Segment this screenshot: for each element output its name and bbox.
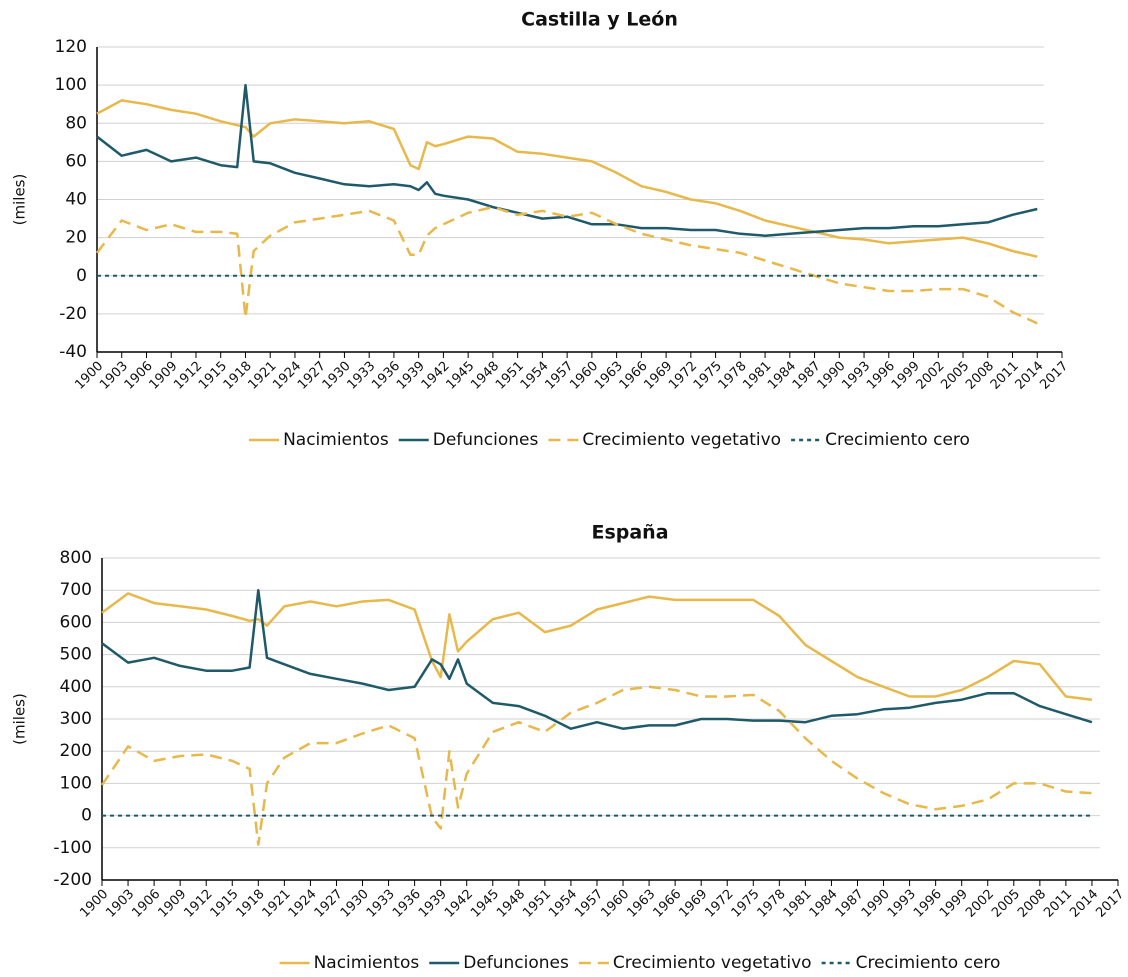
x-tick-label: 1999 [937,887,971,921]
y-axis-label: (miles) [11,174,29,226]
x-tick-label: 1981 [781,887,815,921]
y-tick-label: 40 [65,190,87,210]
y-axis-label: (miles) [11,693,29,745]
y-tick-label: -40 [59,342,87,362]
legend-label: Crecimiento vegetativo [582,430,781,450]
y-tick-label: 400 [60,677,92,697]
x-tick-label: 1960 [598,887,632,921]
series-line [101,592,1093,701]
y-tick-label: 80 [65,113,87,133]
y-tick-label: 500 [60,645,92,665]
x-tick-label: 1969 [676,887,710,921]
x-tick-label: 1963 [624,887,658,921]
x-tick-label: 1945 [468,887,502,921]
legend-label: Crecimiento cero [825,430,970,450]
legend-label: Crecimiento vegetativo [613,953,812,973]
y-tick-label: 700 [60,580,92,600]
y-tick-label: 800 [60,548,92,568]
x-tick-label: 1909 [155,887,189,921]
x-tick-label: 1936 [390,887,424,921]
y-tick-label: -100 [53,838,92,858]
x-tick-label: 1990 [859,887,893,921]
x-tick-label: 1993 [885,887,919,921]
series-line [96,99,1038,258]
x-tick-label: 1996 [911,887,945,921]
x-tick-label: 1954 [546,887,580,921]
legend-label: Nacimientos [283,430,389,450]
x-tick-label: 1948 [494,887,528,921]
x-tick-label: 1978 [755,887,789,921]
x-tick-label: 2008 [1015,887,1049,921]
y-tick-label: 600 [60,612,92,632]
x-tick-label: 1939 [416,887,450,921]
series-line [96,205,1038,325]
y-tick-label: 200 [60,741,92,761]
y-tick-label: 300 [60,709,92,729]
x-tick-label: 2005 [989,887,1023,921]
x-tick-label: 1930 [338,887,372,921]
y-tick-label: -20 [59,304,87,324]
x-tick-label: 1957 [572,887,606,921]
x-tick-label: 1942 [442,887,476,921]
x-tick-label: 2014 [1067,887,1101,921]
x-tick-label: 1987 [833,887,867,921]
x-tick-label: 1984 [807,887,841,921]
y-tick-label: 120 [55,37,87,57]
x-tick-label: 1924 [286,887,320,921]
x-tick-label: 1903 [103,887,137,921]
legend-label: Defunciones [463,953,569,973]
x-tick-label: 1933 [364,887,398,921]
x-tick-label: 1906 [129,887,163,921]
x-tick-label: 1900 [77,887,111,921]
legend: Nacimientos Defunciones Crecimiento vegeta… [279,953,1001,973]
x-tick-label: 2017 [1037,359,1071,393]
y-tick-label: 0 [81,806,92,826]
chart-title: España [591,522,668,544]
x-tick-label: 1921 [260,887,294,921]
series-line [100,685,1092,846]
legend-label: Crecimiento cero [856,953,1001,973]
y-tick-label: 20 [65,228,87,248]
x-tick-label: 1972 [703,887,737,921]
series-line [101,588,1093,730]
x-tick-label: 1912 [182,887,216,921]
legend-label: Nacimientos [314,953,420,973]
legend: Nacimientos Defunciones Crecimiento vegeta… [249,430,970,450]
series-line [96,83,1038,237]
y-tick-label: 100 [60,773,92,793]
x-tick-label: 1918 [234,887,268,921]
y-tick-label: 0 [76,266,87,286]
x-tick-label: 1915 [208,887,242,921]
x-tick-label: 1966 [650,887,684,921]
chart-title: Castilla y León [521,9,678,31]
x-tick-label: 1975 [729,887,763,921]
legend-label: Defunciones [433,430,539,450]
y-tick-label: 60 [65,151,87,171]
x-tick-label: 1927 [312,887,346,921]
x-tick-label: 2017 [1093,887,1127,921]
y-tick-label: -200 [53,870,92,890]
x-tick-label: 2002 [963,887,997,921]
y-tick-label: 100 [55,75,87,95]
x-tick-label: 2011 [1041,887,1075,921]
x-tick-label: 1951 [520,887,554,921]
